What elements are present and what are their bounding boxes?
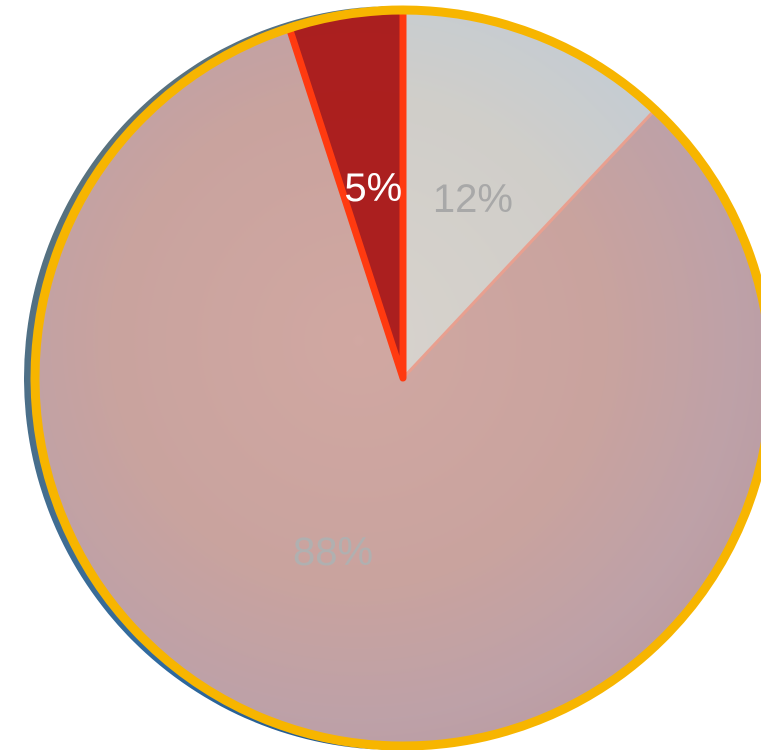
slice-label: 12% (433, 177, 513, 221)
slice-label: 5% (344, 166, 402, 210)
slice-label: 88% (293, 530, 373, 574)
pie-rim (30, 5, 761, 750)
pie (33, 6, 761, 748)
labels: 88% 12% 5% (293, 166, 513, 574)
